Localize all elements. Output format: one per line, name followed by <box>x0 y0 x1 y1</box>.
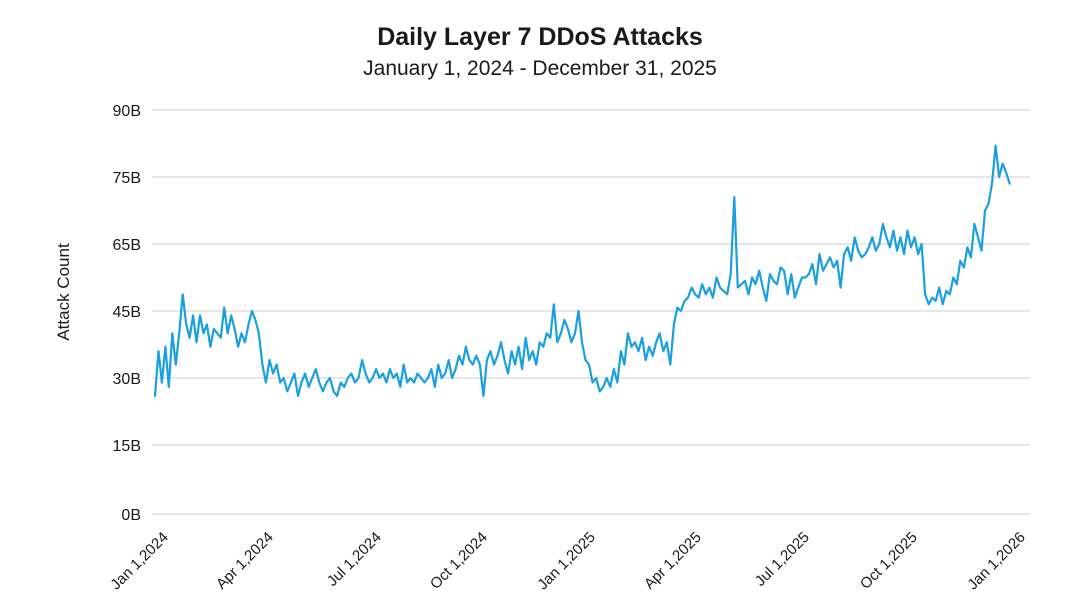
y-tick-label: 65B <box>113 237 141 254</box>
y-tick-label: 15B <box>113 438 141 455</box>
y-axis-label: Attack Count <box>54 243 73 341</box>
series-line <box>153 144 1011 397</box>
x-tick-label: Jan 1,2025 <box>534 529 599 594</box>
gridlines <box>152 109 1030 515</box>
x-tick-label: Oct 1,2025 <box>857 529 921 593</box>
x-tick-label: Jul 1,2024 <box>324 529 385 590</box>
chart-subtitle: January 1, 2024 - December 31, 2025 <box>363 57 717 80</box>
x-tick-label: Jul 1,2025 <box>752 529 813 590</box>
y-tick-label: 30B <box>113 371 141 388</box>
y-tick-label: 75B <box>113 170 141 187</box>
x-tick-label: Jan 1,2024 <box>107 529 172 594</box>
x-tick-label: Jan 1,2026 <box>964 529 1029 594</box>
x-tick-label: Apr 1,2025 <box>641 529 705 593</box>
y-tick-label: 0B <box>121 507 141 524</box>
x-axis-ticks: Jan 1,2024 Apr 1,2024 Jul 1,2024 Oct 1,2024… <box>107 529 1029 594</box>
y-axis-ticks: 0B 15B 30B 45B 65B 75B 90B <box>113 103 141 524</box>
chart-title: Daily Layer 7 DDoS Attacks <box>377 23 703 51</box>
y-tick-label: 90B <box>113 103 141 120</box>
y-tick-label: 45B <box>113 304 141 321</box>
x-tick-label: Apr 1,2024 <box>213 529 277 593</box>
x-tick-label: Oct 1,2024 <box>427 529 491 593</box>
